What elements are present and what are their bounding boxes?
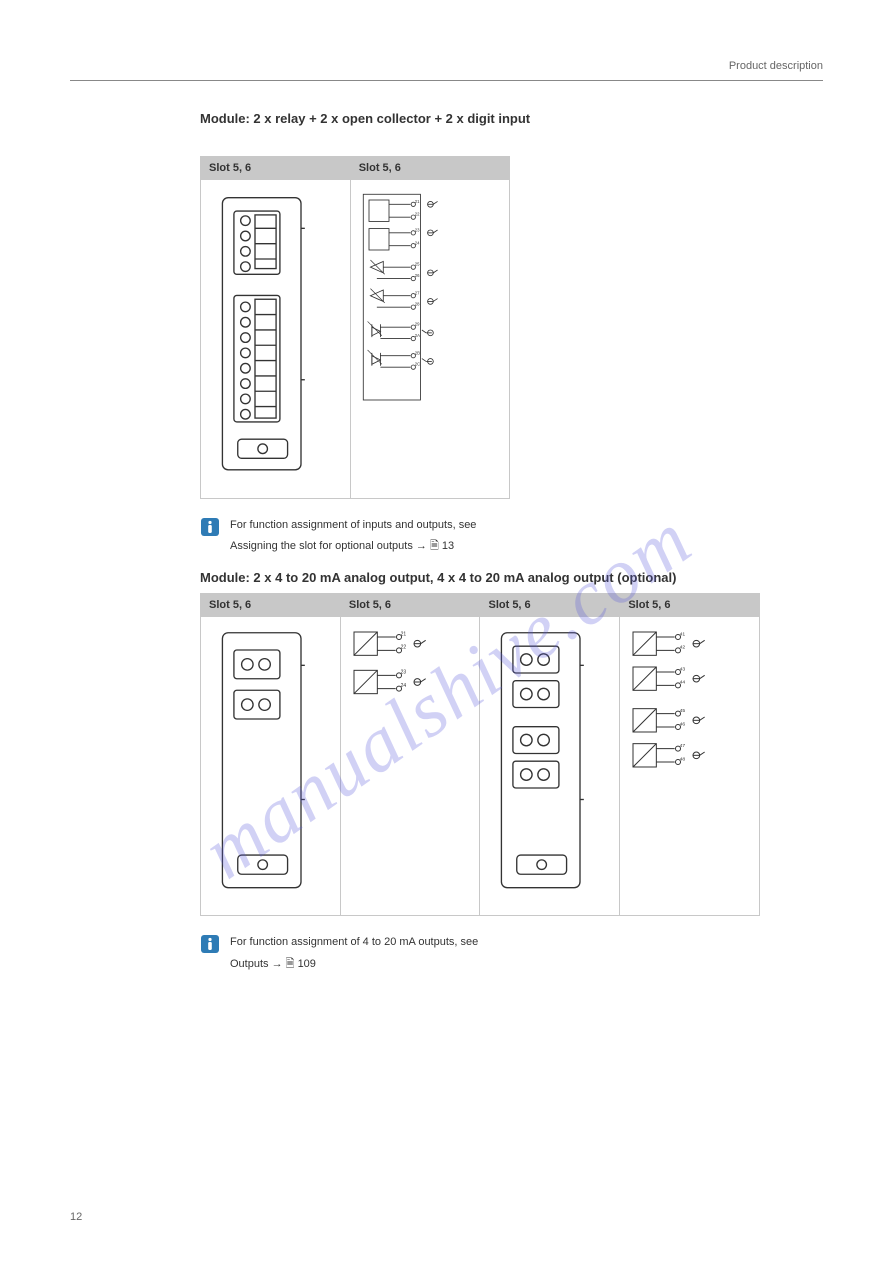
module1-xref-page: 13 <box>442 540 454 552</box>
module2-xref: Outputs → 🗎 109 <box>230 955 478 974</box>
module1-info-row: For function assignment of inputs and ou… <box>200 517 823 557</box>
module1-table: Slot 5, 6 Slot 5, 6 <box>200 156 510 499</box>
svg-text:2C: 2C <box>414 362 419 367</box>
module2-left-device-svg <box>209 627 324 895</box>
module2-right-device <box>480 617 620 916</box>
svg-text:23: 23 <box>401 670 407 676</box>
svg-text:44: 44 <box>680 680 686 686</box>
module2-xref-text: Outputs → <box>230 958 283 970</box>
page-number: 12 <box>70 1211 82 1223</box>
svg-text:22: 22 <box>401 645 407 651</box>
svg-text:48: 48 <box>680 756 686 762</box>
svg-text:47: 47 <box>680 743 686 749</box>
document-icon: 🗎 <box>286 958 295 970</box>
module2-col4: Slot 5, 6 <box>620 594 760 617</box>
svg-text:25: 25 <box>414 262 419 267</box>
svg-text:29: 29 <box>414 322 419 327</box>
svg-text:45: 45 <box>680 708 686 714</box>
svg-text:21: 21 <box>401 631 407 637</box>
module2-col1: Slot 5, 6 <box>201 594 341 617</box>
module1-heading: Module: 2 x relay + 2 x open collector +… <box>200 111 823 126</box>
svg-text:43: 43 <box>680 666 686 672</box>
page-header: Product description <box>70 60 823 80</box>
module1-note: For function assignment of inputs and ou… <box>230 517 476 534</box>
module2-left-schematic: 21 22 23 24 <box>340 617 480 916</box>
module2-note: For function assignment of 4 to 20 mA ou… <box>230 934 478 951</box>
module1-schematic-cell: 21 22 23 24 25 26 27 28 29 2A 2B 2C <box>350 180 509 499</box>
module2-col3: Slot 5, 6 <box>480 594 620 617</box>
svg-text:28: 28 <box>414 302 419 307</box>
module1-col2: Slot 5, 6 <box>350 157 509 180</box>
svg-text:42: 42 <box>680 645 686 651</box>
module2-heading: Module: 2 x 4 to 20 mA analog output, 4 … <box>200 570 823 585</box>
svg-text:24: 24 <box>401 683 407 689</box>
header-rule <box>70 80 823 81</box>
module1-device-svg <box>209 190 324 478</box>
module2-right-schematic: 41 42 43 44 45 46 47 48 <box>620 617 760 916</box>
svg-text:27: 27 <box>414 290 419 295</box>
module2-xref-page: 109 <box>298 958 316 970</box>
svg-text:26: 26 <box>414 273 419 278</box>
module2-left-schematic-svg: 21 22 23 24 <box>349 627 449 727</box>
module2-right-device-svg <box>488 627 603 895</box>
module1-device-cell <box>201 180 351 499</box>
svg-text:24: 24 <box>414 240 419 245</box>
info-icon <box>200 517 220 537</box>
module1-col1: Slot 5, 6 <box>201 157 351 180</box>
svg-text:2A: 2A <box>414 333 419 338</box>
svg-text:23: 23 <box>414 227 419 232</box>
module1-schematic-svg: 21 22 23 24 25 26 27 28 29 2A 2B 2C <box>359 190 459 404</box>
info-icon <box>200 934 220 954</box>
module1-xref: Assigning the slot for optional outputs … <box>230 537 476 556</box>
document-icon: 🗎 <box>430 540 439 552</box>
svg-text:22: 22 <box>414 212 419 217</box>
module2-info-row: For function assignment of 4 to 20 mA ou… <box>200 934 823 974</box>
module2-right-schematic-svg: 41 42 43 44 45 46 47 48 <box>628 627 728 794</box>
svg-text:21: 21 <box>414 199 419 204</box>
module2-table: Slot 5, 6 Slot 5, 6 Slot 5, 6 Slot 5, 6 <box>200 593 760 916</box>
svg-text:41: 41 <box>680 631 686 637</box>
module2-left-device <box>201 617 341 916</box>
svg-text:46: 46 <box>680 721 686 727</box>
module2-col2: Slot 5, 6 <box>340 594 480 617</box>
svg-text:2B: 2B <box>414 350 419 355</box>
module1-xref-text: Assigning the slot for optional outputs … <box>230 540 427 552</box>
